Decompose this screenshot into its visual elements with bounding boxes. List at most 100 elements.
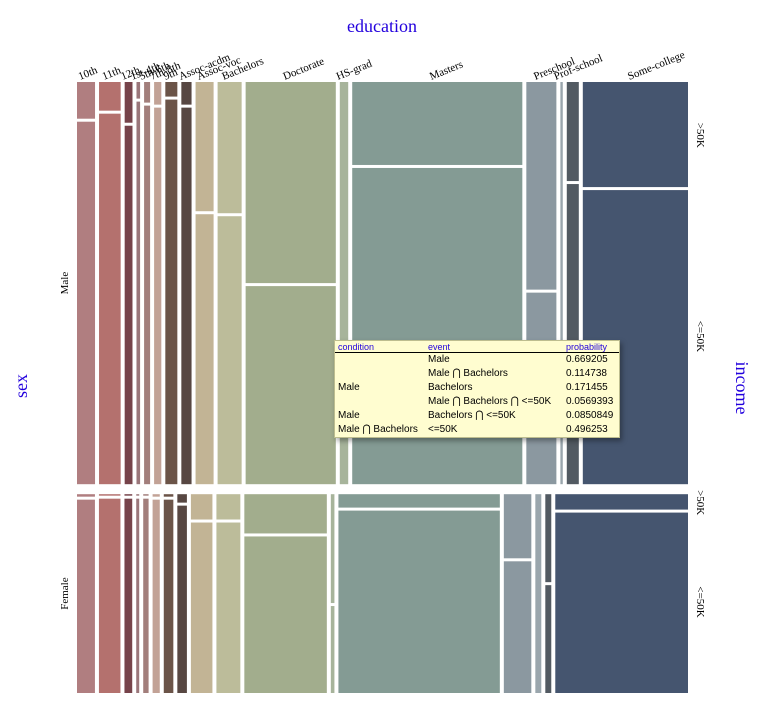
education-axis-title: education [347,16,417,36]
tile-male-Prof-school2-le50k[interactable] [566,184,579,485]
tile-female-Some-college-le50k[interactable] [555,512,688,693]
tile-male-HS-grad-gt50k[interactable] [339,82,349,375]
tile-male-Doctorate-le50k[interactable] [245,286,336,485]
tooltip-row: Male Bachelors ⋂ <=50K 0.0850849 [335,409,619,423]
sex-labels: Male Female [59,272,71,610]
tile-female-Preschool-gt50k[interactable] [503,494,532,559]
tooltip-condition: Male [338,410,360,421]
tile-male-5th-6th-gt50k[interactable] [144,82,151,103]
tile-female-9th-le50k[interactable] [163,499,174,693]
tile-female-11th-le50k[interactable] [98,498,121,693]
tile-female-7th-8th-gt50k[interactable] [152,494,160,497]
tooltip-header-condition: condition [335,341,425,353]
tile-female-HS-grad-le50k[interactable] [330,606,335,693]
tile-female-Bachelors-gt50k[interactable] [216,494,241,520]
income-label: <=50K [694,321,706,352]
tile-male-1st-4th-le50k[interactable] [136,101,141,485]
education-label: 10th [77,64,100,83]
income-label: <=50K [694,586,706,617]
tile-male-Preschool-gt50k[interactable] [526,82,557,290]
tile-female-Masters-le50k[interactable] [338,510,500,693]
tile-male-Prof-school2-gt50k[interactable] [566,82,579,182]
tile-female-10th-le50k[interactable] [77,499,95,693]
tile-female-12th-gt50k[interactable] [124,494,133,496]
tile-male-5th-6th-le50k[interactable] [144,105,151,485]
tile-male-Some-college-gt50k[interactable] [582,82,688,188]
income-axis-title: income [732,362,752,415]
tile-female-HS-grad-gt50k[interactable] [330,494,335,604]
tile-female-Assoc-acdm-gt50k[interactable] [177,494,187,503]
tooltip-row: Male 0.669205 [335,353,619,368]
tile-male-Doctorate-gt50k[interactable] [245,82,336,284]
tile-female-Prof-school2-le50k[interactable] [545,585,552,693]
tile-male-1st-4th-gt50k[interactable] [136,82,141,99]
tile-male-11th-gt50k[interactable] [99,82,121,111]
education-label: HS-grad [335,58,375,83]
tile-female-1st-4th-le50k[interactable] [136,498,140,693]
tile-female-12th-le50k[interactable] [124,498,133,693]
tile-male-Masters-gt50k[interactable] [352,82,523,165]
education-label: Masters [428,59,465,83]
tile-male-Assoc-voc-le50k[interactable] [195,214,214,485]
probability-tooltip: condition event probability Male 0.669205… [334,340,620,438]
tile-female-Prof-school2-gt50k[interactable] [545,494,552,583]
tile-female-Assoc-voc-gt50k[interactable] [190,494,213,520]
tooltip-event: Male ⋂ Bachelors ⋂ <=50K [428,396,552,407]
tile-female-9th-gt50k[interactable] [163,494,174,497]
tooltip-condition [335,367,425,381]
education-label: Doctorate [281,55,326,82]
tile-male-Assoc-acdm-le50k[interactable] [181,107,192,485]
tooltip-condition: Male ⋂ Bachelors [338,424,418,435]
tooltip-event: Male ⋂ Bachelors [428,368,508,379]
tile-female-Doctorate-gt50k[interactable] [244,494,327,534]
tooltip-probability: 0.114738 [566,368,607,379]
tile-male-Assoc-acdm-gt50k[interactable] [181,82,192,105]
tile-male-Some-college-le50k[interactable] [582,190,688,485]
tooltip-header-event: event [425,341,563,353]
income-label: >50K [694,123,706,148]
tooltip-row: Male Bachelors 0.171455 [335,381,619,395]
education-label: Some-college [626,49,687,83]
tooltip-event: Male [428,354,450,365]
tile-male-9th-le50k[interactable] [165,99,178,485]
education-label: Prof-school [552,52,604,82]
tile-female-10th-gt50k[interactable] [77,494,95,497]
tile-male-Prof-school-le50k[interactable] [560,82,563,485]
tile-female-11th-gt50k[interactable] [98,494,121,496]
tile-male-Assoc-voc-gt50k[interactable] [195,82,214,212]
tile-female-1st-4th-gt50k[interactable] [136,494,140,496]
tile-male-10th-gt50k[interactable] [77,82,96,119]
tile-female-5th-6th-le50k[interactable] [143,498,149,693]
sex-label: Female [59,577,71,609]
tooltip-event: <=50K [428,424,458,435]
sex-axis-title: sex [11,374,31,398]
tooltip-probability: 0.0850849 [566,410,614,421]
tile-male-12th-gt50k[interactable] [124,82,133,123]
tooltip-event: Bachelors ⋂ <=50K [428,410,516,421]
education-label: 9th [162,66,180,83]
tile-male-Bachelors-le50k[interactable] [217,216,242,485]
tile-female-Preschool-le50k[interactable] [503,561,532,693]
tile-male-9th-gt50k[interactable] [165,82,178,97]
tile-female-5th-6th-gt50k[interactable] [143,494,149,496]
tile-male-10th-le50k[interactable] [77,121,96,485]
tooltip-condition: Male [338,382,360,393]
tile-male-12th-le50k[interactable] [124,125,133,485]
tile-female-Prof-school-le50k[interactable] [535,494,542,693]
tooltip-probability: 0.0569393 [566,396,614,407]
tile-male-7th-8th-gt50k[interactable] [154,82,162,105]
tooltip-probability: 0.496253 [566,424,608,435]
tile-male-11th-le50k[interactable] [99,113,121,485]
tile-male-Bachelors-gt50k[interactable] [217,82,242,214]
tile-female-Masters-gt50k[interactable] [338,494,500,508]
tile-female-Some-college-gt50k[interactable] [555,494,688,510]
mosaic-tiles [77,82,688,693]
tile-female-Assoc-voc-le50k[interactable] [190,522,213,693]
tile-female-Bachelors-le50k[interactable] [216,522,241,693]
tile-female-7th-8th-le50k[interactable] [152,499,160,693]
tile-female-Doctorate-le50k[interactable] [244,536,327,693]
sex-label: Male [59,272,71,295]
tooltip-header-probability: probability [563,341,619,353]
tile-female-Assoc-acdm-le50k[interactable] [177,505,187,693]
tile-male-7th-8th-le50k[interactable] [154,107,162,485]
